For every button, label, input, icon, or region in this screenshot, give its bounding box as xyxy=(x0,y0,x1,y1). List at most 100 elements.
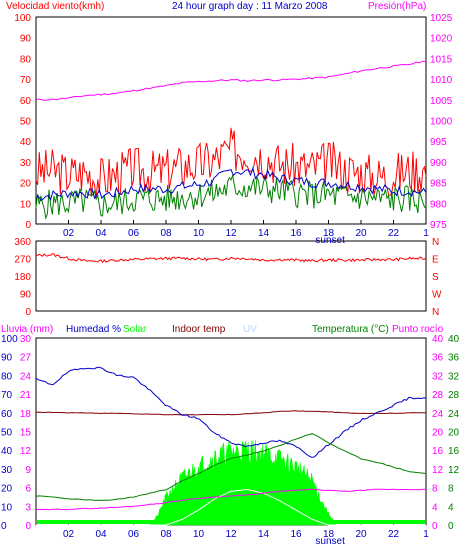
wind-x-sunset-label: sunset xyxy=(315,235,345,246)
wind-x-tick-label-1: 04 xyxy=(95,228,107,239)
humidity-y-tick-0: 0 xyxy=(1,521,7,532)
direction-y-tick-2: 180 xyxy=(14,272,31,283)
temp-y-tick-8: 32 xyxy=(432,371,444,382)
temp-y-tick-1: 4 xyxy=(432,502,438,513)
rain-y-tick-4: 12 xyxy=(20,446,32,457)
temp2-y-tick-7: 28 xyxy=(448,390,460,401)
wind-y-tick-6: 60 xyxy=(20,96,32,107)
temp2-y-tick-5: 20 xyxy=(448,428,460,439)
pressure-y-tick-1: 980 xyxy=(430,199,447,210)
direction-line xyxy=(35,253,427,264)
humidity-y-tick-8: 80 xyxy=(1,371,13,382)
temp-y-tick-10: 40 xyxy=(432,334,444,345)
wind-x-tick-label-9: 20 xyxy=(355,228,367,239)
uv-line xyxy=(36,488,426,526)
chart-title: 24 hour graph day : 11 Marzo 2008 xyxy=(172,1,328,12)
wind-x-tick-label-6: 14 xyxy=(258,228,270,239)
temp-y-tick-6: 24 xyxy=(432,409,444,420)
axes-layer: 0102030405060708090100975980985990995100… xyxy=(1,13,460,547)
pressure-y-tick-6: 1005 xyxy=(430,96,453,107)
rain-y-tick-7: 21 xyxy=(20,390,32,401)
temp-y-tick-2: 8 xyxy=(432,484,438,495)
temp-y-tick-0: 0 xyxy=(432,521,438,532)
temp-x-tick-label-7: 16 xyxy=(290,529,302,540)
pressure-y-tick-8: 1015 xyxy=(430,54,453,65)
wind-y-tick-1: 10 xyxy=(20,199,32,210)
temp-x-tick-label-6: 14 xyxy=(258,529,270,540)
temp-x-sunset-label: sunset xyxy=(315,536,345,547)
temp2-y-tick-1: 4 xyxy=(448,502,454,513)
temp-y-tick-9: 36 xyxy=(432,353,444,364)
wind-y-tick-7: 70 xyxy=(20,75,32,86)
wind-x-tick-label-4: 10 xyxy=(193,228,205,239)
temp2-y-tick-6: 24 xyxy=(448,409,460,420)
temp2-y-tick-4: 16 xyxy=(448,446,460,457)
humidity-y-tick-3: 30 xyxy=(1,465,13,476)
dewpoint-line xyxy=(35,488,427,511)
rain-y-tick-2: 6 xyxy=(25,484,31,495)
temp-x-tick-label-1: 04 xyxy=(95,529,107,540)
humidity-y-tick-10: 100 xyxy=(1,334,18,345)
temp-x-tick-label-5: 12 xyxy=(225,529,237,540)
temp2-y-tick-8: 32 xyxy=(448,371,460,382)
wind-x-tick-label-7: 16 xyxy=(290,228,302,239)
direction-compass-label-0: N xyxy=(432,307,439,318)
temp-x-tick-label-4: 10 xyxy=(193,529,205,540)
pressure-y-tick-2: 985 xyxy=(430,179,447,190)
pressure-y-tick-9: 1020 xyxy=(430,34,453,45)
temp2-y-tick-9: 36 xyxy=(448,353,460,364)
humidity-y-tick-4: 40 xyxy=(1,446,13,457)
rain-y-tick-10: 30 xyxy=(20,334,32,345)
wind-y-tick-5: 50 xyxy=(20,117,32,128)
temp2-y-tick-3: 12 xyxy=(448,465,460,476)
wind-y-tick-3: 30 xyxy=(20,158,32,169)
indoor-temp-label: Indoor temp xyxy=(172,324,226,335)
direction-y-tick-3: 270 xyxy=(14,255,31,266)
wind-y-tick-9: 90 xyxy=(20,34,32,45)
wind-x-tick-label-3: 08 xyxy=(160,228,172,239)
uv-label: UV xyxy=(243,324,257,335)
pressure-y-tick-3: 990 xyxy=(430,158,447,169)
temp-x-tick-label-9: 20 xyxy=(355,529,367,540)
rain-y-tick-8: 24 xyxy=(20,371,32,382)
rain-y-tick-5: 15 xyxy=(20,428,32,439)
wind-avg-line xyxy=(35,173,427,220)
humidity-label: Humedad % xyxy=(66,324,121,335)
wind-y-tick-8: 80 xyxy=(20,54,32,65)
temp-x-tick-label-3: 08 xyxy=(160,529,172,540)
indoor-temp-line xyxy=(35,410,427,416)
temp-y-tick-4: 16 xyxy=(432,446,444,457)
temp-x-tick-label-10: 22 xyxy=(388,529,400,540)
temp2-y-tick-10: 40 xyxy=(448,334,460,345)
humidity-y-tick-5: 50 xyxy=(1,428,13,439)
wind-speed-line xyxy=(35,127,427,199)
pressure-axis-title: Presión(hPa) xyxy=(368,1,426,12)
wind-y-tick-10: 100 xyxy=(14,13,31,24)
wind-speed-axis-title: Velocidad viento(kmh) xyxy=(6,1,104,12)
marks-layer xyxy=(35,60,427,526)
wind-x-tick-label-5: 12 xyxy=(225,228,237,239)
temp2-y-tick-0: 0 xyxy=(448,521,454,532)
solar-baseline-band xyxy=(37,520,425,524)
temp-y-tick-7: 28 xyxy=(432,390,444,401)
temp-x-tick-label-8: 18 xyxy=(323,529,335,540)
rain-y-tick-1: 3 xyxy=(25,502,31,513)
pressure-y-tick-5: 1000 xyxy=(430,117,453,128)
wind-y-tick-0: 0 xyxy=(25,220,31,231)
humidity-y-tick-7: 70 xyxy=(1,390,13,401)
temp-y-tick-3: 12 xyxy=(432,465,444,476)
direction-y-tick-0: 0 xyxy=(25,307,31,318)
direction-compass-label-3: E xyxy=(432,255,439,266)
gust-avg-line xyxy=(35,166,427,202)
humidity-y-tick-6: 60 xyxy=(1,409,13,420)
humidity-line xyxy=(35,366,427,458)
direction-compass-label-2: S xyxy=(432,272,439,283)
direction-compass-label-1: W xyxy=(432,290,442,301)
temp-y-tick-5: 20 xyxy=(432,428,444,439)
rain-y-tick-9: 27 xyxy=(20,353,32,364)
direction-compass-label-4: N xyxy=(432,237,439,248)
direction-y-tick-4: 360 xyxy=(14,237,31,248)
rain-y-tick-0: 0 xyxy=(25,521,31,532)
pressure-y-tick-10: 1025 xyxy=(430,13,453,24)
